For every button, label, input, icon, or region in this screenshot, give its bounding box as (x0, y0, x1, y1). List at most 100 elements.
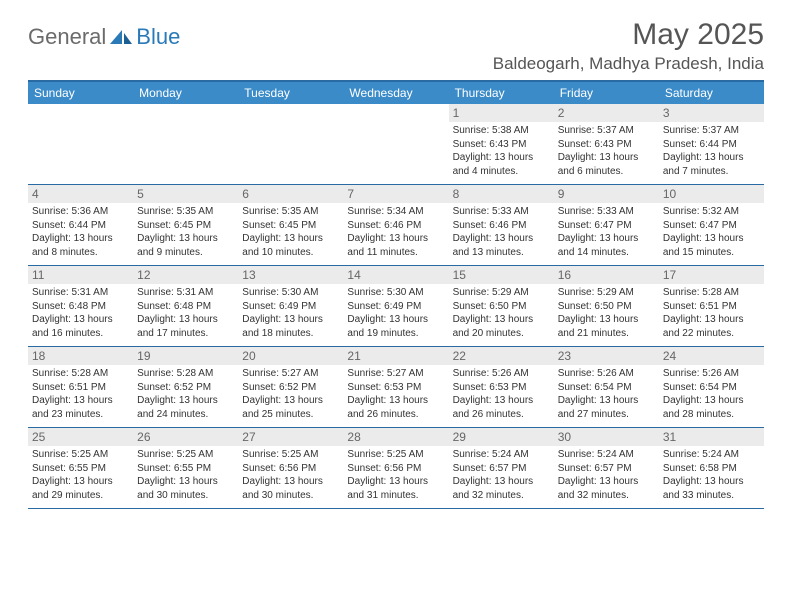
sunrise-line: Sunrise: 5:28 AM (137, 368, 213, 379)
day-number: 4 (28, 185, 133, 203)
day-cell: 5Sunrise: 5:35 AMSunset: 6:45 PMDaylight… (133, 185, 238, 265)
sunset-line: Sunset: 6:45 PM (242, 220, 316, 231)
day-cell: 19Sunrise: 5:28 AMSunset: 6:52 PMDayligh… (133, 347, 238, 427)
daylight-line: Daylight: 13 hours and 26 minutes. (453, 395, 534, 420)
day-number: 12 (133, 266, 238, 284)
sunrise-line: Sunrise: 5:25 AM (347, 449, 423, 460)
day-number: 6 (238, 185, 343, 203)
sunrise-line: Sunrise: 5:25 AM (32, 449, 108, 460)
sunset-line: Sunset: 6:49 PM (347, 301, 421, 312)
day-number: 24 (659, 347, 764, 365)
day-number: 21 (343, 347, 448, 365)
daylight-line: Daylight: 13 hours and 7 minutes. (663, 152, 744, 177)
day-details: Sunrise: 5:35 AM Sunset: 6:45 PM Daylight:… (242, 205, 339, 259)
day-cell: 17Sunrise: 5:28 AMSunset: 6:51 PMDayligh… (659, 266, 764, 346)
daylight-line: Daylight: 13 hours and 17 minutes. (137, 314, 218, 339)
day-number: 15 (449, 266, 554, 284)
sunrise-line: Sunrise: 5:25 AM (242, 449, 318, 460)
daylight-line: Daylight: 13 hours and 30 minutes. (242, 476, 323, 501)
weekday-header: Monday (133, 82, 238, 104)
sunset-line: Sunset: 6:56 PM (347, 463, 421, 474)
day-details: Sunrise: 5:24 AMSunset: 6:58 PMDaylight:… (663, 448, 760, 502)
weekday-header: Saturday (659, 82, 764, 104)
day-details: Sunrise: 5:33 AMSunset: 6:47 PMDaylight:… (558, 205, 655, 259)
day-number: 10 (659, 185, 764, 203)
day-cell: 7 Sunrise: 5:34 AMSunset: 6:46 PMDaylight… (343, 185, 448, 265)
sunrise-line: Sunrise: 5:38 AM (453, 125, 529, 136)
daylight-line: Daylight: 13 hours and 32 minutes. (558, 476, 639, 501)
daylight-line: Daylight: 13 hours and 15 minutes. (663, 233, 744, 258)
day-number: 30 (554, 428, 659, 446)
sunrise-line: Sunrise: 5:33 AM (558, 206, 634, 217)
weekday-header-row: SundayMondayTuesdayWednesdayThursdayFrid… (28, 82, 764, 104)
day-details: Sunrise: 5:31 AMSunset: 6:48 PMDaylight:… (32, 286, 129, 340)
month-title: May 2025 (493, 18, 764, 52)
daylight-line: Daylight: 13 hours and 13 minutes. (453, 233, 534, 258)
day-number: 31 (659, 428, 764, 446)
daylight-line: Daylight: 13 hours and 4 minutes. (453, 152, 534, 177)
day-details: Sunrise: 5:30 AM Sunset: 6:49 PM Daylight:… (347, 286, 444, 340)
day-cell (238, 104, 343, 184)
day-number: 26 (133, 428, 238, 446)
sunrise-line: Sunrise: 5:30 AM (347, 287, 423, 298)
day-number: 28 (343, 428, 448, 446)
sunset-line: Sunset: 6:49 PM (242, 301, 316, 312)
daylight-line: Daylight: 13 hours and 10 minutes. (242, 233, 323, 258)
day-details: Sunrise: 5:24 AMSunset: 6:57 PMDaylight:… (558, 448, 655, 502)
daylight-line: Daylight: 13 hours and 19 minutes. (347, 314, 428, 339)
day-cell: 8 Sunrise: 5:33 AMSunset: 6:46 PMDaylight… (449, 185, 554, 265)
day-cell: 21Sunrise: 5:27 AMSunset: 6:53 PMDayligh… (343, 347, 448, 427)
sunrise-line: Sunrise: 5:26 AM (663, 368, 739, 379)
sunset-line: Sunset: 6:57 PM (453, 463, 527, 474)
day-number: 7 (343, 185, 448, 203)
day-details: Sunrise: 5:32 AMSunset: 6:47 PMDaylight:… (663, 205, 760, 259)
location-text: Baldeogarh, Madhya Pradesh, India (493, 54, 764, 74)
daylight-line: Daylight: 13 hours and 32 minutes. (453, 476, 534, 501)
day-cell: 3Sunrise: 5:37 AMSunset: 6:44 PMDaylight… (659, 104, 764, 184)
day-number: 8 (449, 185, 554, 203)
sunset-line: Sunset: 6:47 PM (663, 220, 737, 231)
weekday-header: Friday (554, 82, 659, 104)
day-number: 23 (554, 347, 659, 365)
day-number: 16 (554, 266, 659, 284)
day-cell: 13Sunrise: 5:30 AMSunset: 6:49 PMDayligh… (238, 266, 343, 346)
day-details: Sunrise: 5:28 AMSunset: 6:51 PMDaylight:… (32, 367, 129, 421)
day-details: Sunrise: 5:35 AMSunset: 6:45 PMDaylight:… (137, 205, 234, 259)
day-cell: 2Sunrise: 5:37 AMSunset: 6:43 PMDaylight… (554, 104, 659, 184)
sunrise-line: Sunrise: 5:37 AM (663, 125, 739, 136)
daylight-line: Daylight: 13 hours and 14 minutes. (558, 233, 639, 258)
day-details: Sunrise: 5:25 AMSunset: 6:55 PMDaylight:… (137, 448, 234, 502)
week-row: 4Sunrise: 5:36 AMSunset: 6:44 PMDaylight… (28, 185, 764, 266)
sunset-line: Sunset: 6:43 PM (558, 139, 632, 150)
day-cell: 6 Sunrise: 5:35 AM Sunset: 6:45 PM Daylight… (238, 185, 343, 265)
sunset-line: Sunset: 6:53 PM (453, 382, 527, 393)
sunset-line: Sunset: 6:44 PM (663, 139, 737, 150)
sunset-line: Sunset: 6:50 PM (453, 301, 527, 312)
day-details: Sunrise: 5:25 AM Sunset: 6:56 PM Daylight:… (347, 448, 444, 502)
sunrise-line: Sunrise: 5:24 AM (558, 449, 634, 460)
daylight-line: Daylight: 13 hours and 16 minutes. (32, 314, 113, 339)
day-cell: 27Sunrise: 5:25 AMSunset: 6:56 PMDayligh… (238, 428, 343, 508)
sunset-line: Sunset: 6:52 PM (137, 382, 211, 393)
day-cell: 24Sunrise: 5:26 AMSunset: 6:54 PMDayligh… (659, 347, 764, 427)
sunrise-line: Sunrise: 5:31 AM (137, 287, 213, 298)
day-number: 22 (449, 347, 554, 365)
day-details: Sunrise: 5:29 AMSunset: 6:50 PMDaylight:… (453, 286, 550, 340)
sunrise-line: Sunrise: 5:24 AM (663, 449, 739, 460)
day-cell: 31Sunrise: 5:24 AMSunset: 6:58 PMDayligh… (659, 428, 764, 508)
day-details: Sunrise: 5:34 AMSunset: 6:46 PMDaylight:… (347, 205, 444, 259)
day-cell: 29Sunrise: 5:24 AMSunset: 6:57 PMDayligh… (449, 428, 554, 508)
sunrise-line: Sunrise: 5:29 AM (453, 287, 529, 298)
sunset-line: Sunset: 6:51 PM (32, 382, 106, 393)
day-details: Sunrise: 5:25 AMSunset: 6:56 PMDaylight:… (242, 448, 339, 502)
day-cell: 22Sunrise: 5:26 AMSunset: 6:53 PMDayligh… (449, 347, 554, 427)
sunrise-line: Sunrise: 5:36 AM (32, 206, 108, 217)
sunrise-line: Sunrise: 5:35 AM (242, 206, 318, 217)
week-row: 1Sunrise: 5:38 AMSunset: 6:43 PMDaylight… (28, 104, 764, 185)
day-details: Sunrise: 5:28 AMSunset: 6:52 PMDaylight:… (137, 367, 234, 421)
daylight-line: Daylight: 13 hours and 31 minutes. (347, 476, 428, 501)
sunset-line: Sunset: 6:58 PM (663, 463, 737, 474)
week-row: 18Sunrise: 5:28 AMSunset: 6:51 PMDayligh… (28, 347, 764, 428)
day-details: Sunrise: 5:33 AMSunset: 6:46 PMDaylight:… (453, 205, 550, 259)
day-number: 13 (238, 266, 343, 284)
